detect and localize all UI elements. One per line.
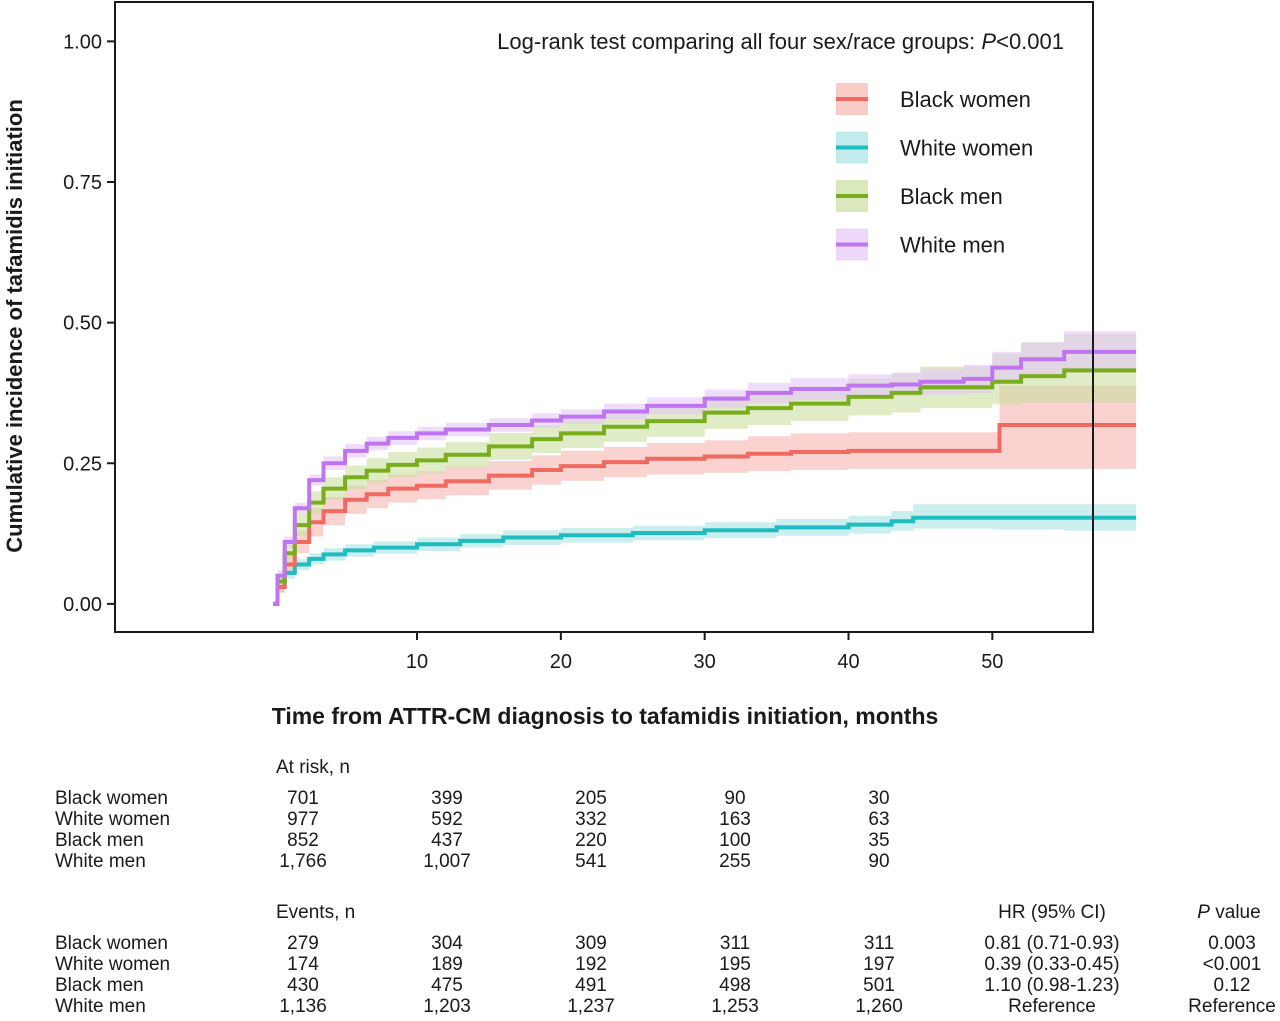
events-cell: 309	[575, 933, 607, 954]
at-risk-cell: 541	[575, 851, 607, 872]
events-header: Events, n	[276, 902, 356, 923]
events-cell: 475	[431, 975, 463, 996]
band-black-women	[273, 385, 1137, 604]
log-rank-annotation: Log-rank test comparing all four sex/rac…	[497, 29, 1064, 54]
legend-label-white-men: White men	[900, 233, 1005, 258]
axes: 0.00 0.25 0.50 0.75 1.00 10 20 30 40 50	[63, 1, 1094, 673]
at-risk-cell: 332	[575, 809, 607, 830]
at-risk-cell: 35	[868, 830, 890, 851]
events-cell: 279	[287, 933, 319, 954]
p-value-cell: <0.001	[1202, 954, 1262, 975]
events-cell: 1,136	[279, 996, 327, 1017]
events-cell: 189	[431, 954, 463, 975]
at-risk-cell: 205	[575, 788, 607, 809]
plot-frame	[114, 1, 1094, 633]
events-row-label: Black women	[55, 933, 168, 954]
at-risk-cell: 399	[431, 788, 463, 809]
at-risk-cell: 255	[719, 851, 751, 872]
hr-header: HR (95% CI)	[998, 902, 1106, 923]
hr-cell: 0.39 (0.33-0.45)	[984, 954, 1120, 975]
hr-cell: Reference	[1008, 996, 1096, 1017]
confidence-bands	[273, 331, 1137, 604]
at-risk-cell: 977	[287, 809, 319, 830]
events-row-label: White women	[55, 954, 171, 975]
at-risk-header: At risk, n	[276, 757, 350, 778]
cumulative-incidence-chart: 0.00 0.25 0.50 0.75 1.00 10 20 30 40 50 Black wom…	[2, 1, 1137, 673]
band-white-women	[273, 504, 1137, 604]
events-cell: 304	[431, 933, 463, 954]
legend-label-black-men: Black men	[900, 184, 1003, 209]
events-cell: 1,203	[423, 996, 471, 1017]
p-value-cell: Reference	[1188, 996, 1276, 1017]
at-risk-cell: 220	[575, 830, 607, 851]
at-risk-cell: 90	[724, 788, 746, 809]
x-axis-label: Time from ATTR-CM diagnosis to tafamidis…	[271, 703, 939, 729]
line-black-women	[273, 423, 1137, 606]
legend-label-black-women: Black women	[900, 87, 1031, 112]
y-tick-label: 0.75	[63, 172, 102, 194]
events-cell: 1,260	[855, 996, 903, 1017]
events-cell: 195	[719, 954, 751, 975]
at-risk-cell: 90	[868, 851, 890, 872]
at-risk-row-label: White men	[55, 851, 146, 872]
events-cell: 1,253	[711, 996, 759, 1017]
line-white-women	[273, 515, 1137, 606]
x-tick-label: 20	[550, 651, 572, 673]
p-value-cell: 0.003	[1208, 933, 1256, 954]
at-risk-cell: 852	[287, 830, 319, 851]
at-risk-cell: 592	[431, 809, 463, 830]
at-risk-cell: 30	[868, 788, 890, 809]
x-tick-label: 40	[837, 651, 859, 673]
at-risk-cell: 63	[868, 809, 890, 830]
y-tick-label: 0.25	[63, 453, 102, 475]
events-cell: 311	[863, 933, 895, 954]
at-risk-cell: 701	[287, 788, 319, 809]
line-black-men	[273, 368, 1137, 606]
events-cell: 1,237	[567, 996, 615, 1017]
events-row-label: Black men	[55, 975, 144, 996]
at-risk-row-label: Black women	[55, 788, 168, 809]
at-risk-cell: 1,766	[279, 851, 327, 872]
at-risk-row-label: White women	[55, 809, 171, 830]
x-tick-label: 30	[694, 651, 716, 673]
series-lines	[273, 349, 1137, 606]
events-row-label: White men	[55, 996, 146, 1017]
events-cell: 197	[863, 954, 895, 975]
at-risk-cell: 1,007	[423, 851, 471, 872]
at-risk-cell: 163	[719, 809, 751, 830]
x-tick-label: 10	[406, 651, 428, 673]
events-cell: 192	[575, 954, 607, 975]
hr-cell: 0.81 (0.71-0.93)	[984, 933, 1120, 954]
x-tick-label: 50	[981, 651, 1003, 673]
events-cell: 311	[719, 933, 751, 954]
events-cell: 491	[575, 975, 607, 996]
legend-label-white-women: White women	[900, 136, 1033, 161]
at-risk-cell: 100	[719, 830, 751, 851]
y-tick-label: 1.00	[63, 31, 102, 53]
events-cell: 498	[719, 975, 751, 996]
hr-cell: 1.10 (0.98-1.23)	[984, 975, 1120, 996]
events-cell: 174	[287, 954, 319, 975]
y-tick-label: 0.00	[63, 594, 102, 616]
y-axis-label: Cumulative incidence of tafamidis initia…	[2, 99, 27, 553]
legend: Black women White women Black men White men	[836, 83, 1033, 261]
events-cell: 501	[863, 975, 895, 996]
p-value-header: P value	[1197, 902, 1261, 923]
y-tick-label: 0.50	[63, 313, 102, 335]
band-black-men	[273, 333, 1137, 604]
at-risk-cell: 437	[431, 830, 463, 851]
p-value-cell: 0.12	[1213, 975, 1251, 996]
events-cell: 430	[287, 975, 319, 996]
at-risk-row-label: Black men	[55, 830, 144, 851]
line-white-men	[273, 349, 1137, 606]
